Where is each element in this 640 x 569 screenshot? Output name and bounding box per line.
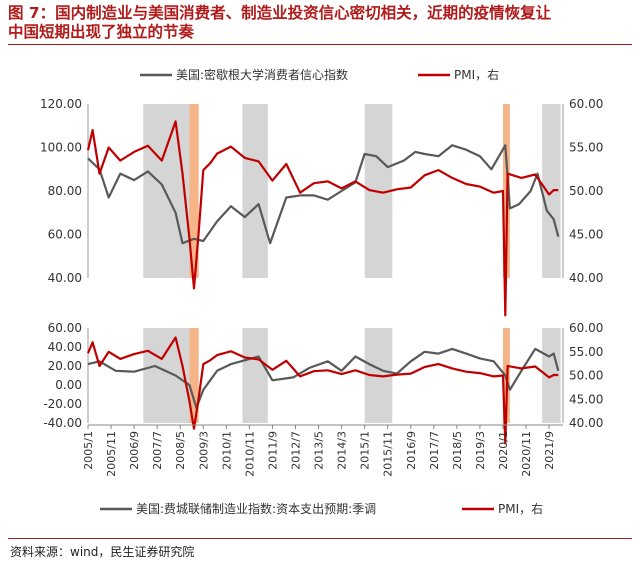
shaded-period-3-panel-1 xyxy=(242,104,268,278)
x-tick-label-7: 2010/1 xyxy=(220,431,233,470)
left-tick-label-panel-1-4: 60.00 xyxy=(48,228,82,242)
right-tick-label-panel-1-5: 40.00 xyxy=(569,271,603,285)
left-tick-label-panel-1-1: 120.00 xyxy=(40,97,82,111)
x-tick-label-21: 2021/9 xyxy=(543,431,556,470)
right-tick-label-panel-2-3: 50.00 xyxy=(569,369,603,383)
x-tick-label-5: 2008/5 xyxy=(174,431,187,470)
series-line-panel-1-pmi xyxy=(86,120,559,317)
right-tick-label-panel-2-1: 60.00 xyxy=(569,321,603,335)
title-rule xyxy=(8,44,632,45)
right-tick-label-panel-1-4: 45.00 xyxy=(569,228,603,242)
x-tick-label-12: 2014/3 xyxy=(336,431,349,470)
x-tick-label-8: 2010/11 xyxy=(243,431,256,477)
left-tick-label-panel-2-1: 60.00 xyxy=(48,321,82,335)
x-tick-label-19: 2020/1 xyxy=(497,431,510,470)
right-tick-label-panel-1-2: 55.00 xyxy=(569,141,603,155)
shaded-period-1-panel-2 xyxy=(143,328,190,423)
x-tick-label-18: 2019/3 xyxy=(474,431,487,470)
right-tick-label-panel-2-2: 55.00 xyxy=(569,345,603,359)
x-tick-label-17: 2018/5 xyxy=(451,431,464,470)
legend-label-gray-panel-1: 美国:密歇根大学消费者信心指数 xyxy=(176,67,348,82)
series-line-panel-2-pmi xyxy=(86,336,559,445)
title-line-1: 图 7：国内制造业与美国消费者、制造业投资信心密切相关，近期的疫情恢复让 xyxy=(8,4,552,22)
x-tick-label-11: 2013/5 xyxy=(313,431,326,470)
right-tick-label-panel-1-3: 50.00 xyxy=(569,184,603,198)
right-tick-label-panel-2-5: 40.00 xyxy=(569,416,603,430)
shaded-period-2-panel-2 xyxy=(189,328,199,423)
shaded-period-3-panel-2 xyxy=(242,328,268,423)
x-tick-label-14: 2015/11 xyxy=(382,431,395,477)
x-tick-label-16: 2017/7 xyxy=(428,431,441,470)
x-tick-label-4: 2007/7 xyxy=(151,431,164,470)
left-tick-label-panel-1-5: 40.00 xyxy=(48,271,82,285)
x-tick-label-2: 2005/11 xyxy=(105,431,118,477)
x-tick-label-9: 2011/9 xyxy=(266,431,279,470)
series-line-panel-1-gray xyxy=(87,144,560,245)
shaded-period-2-panel-1 xyxy=(189,104,199,278)
x-tick-label-15: 2016/9 xyxy=(405,431,418,470)
left-tick-label-panel-2-5: -20.00 xyxy=(43,397,82,411)
x-tick-label-20: 2020/11 xyxy=(520,431,533,477)
source-note: 资料来源：wind，民生证券研究院 xyxy=(10,545,195,559)
legend-label-pmi-panel-1: PMI，右 xyxy=(454,67,499,82)
left-tick-label-panel-1-3: 80.00 xyxy=(48,184,82,198)
x-tick-label-3: 2006/9 xyxy=(128,431,141,470)
x-tick-label-10: 2012/7 xyxy=(289,431,302,470)
x-tick-label-13: 2015/1 xyxy=(359,431,372,470)
left-tick-label-panel-1-2: 100.00 xyxy=(40,141,82,155)
chart-title: 图 7：国内制造业与美国消费者、制造业投资信心密切相关，近期的疫情恢复让 中国短… xyxy=(8,4,632,42)
legend-label-gray-panel-2: 美国:费城联储制造业指数:资本支出预期:季调 xyxy=(136,501,376,516)
legend-label-pmi-panel-2: PMI，右 xyxy=(498,501,543,516)
right-tick-label-panel-1-1: 60.00 xyxy=(569,97,603,111)
title-line-2: 中国短期出现了独立的节奏 xyxy=(8,23,195,41)
x-tick-label-6: 2009/3 xyxy=(197,431,210,470)
left-tick-label-panel-2-2: 40.00 xyxy=(48,340,82,354)
source-rule xyxy=(8,538,632,539)
left-tick-label-panel-2-6: -40.00 xyxy=(43,416,82,430)
left-tick-label-panel-2-3: 20.00 xyxy=(48,359,82,373)
right-tick-label-panel-2-4: 45.00 xyxy=(569,392,603,406)
shaded-period-1-panel-1 xyxy=(143,104,190,278)
series-line-panel-2-gray xyxy=(87,347,560,409)
left-tick-label-panel-2-4: 0.00 xyxy=(55,378,82,392)
x-tick-label-1: 2005/1 xyxy=(82,431,95,470)
chart-canvas: 120.00 100.00 80.00 60.00 40.00 60.00 55.00 50.… xyxy=(40,67,603,516)
